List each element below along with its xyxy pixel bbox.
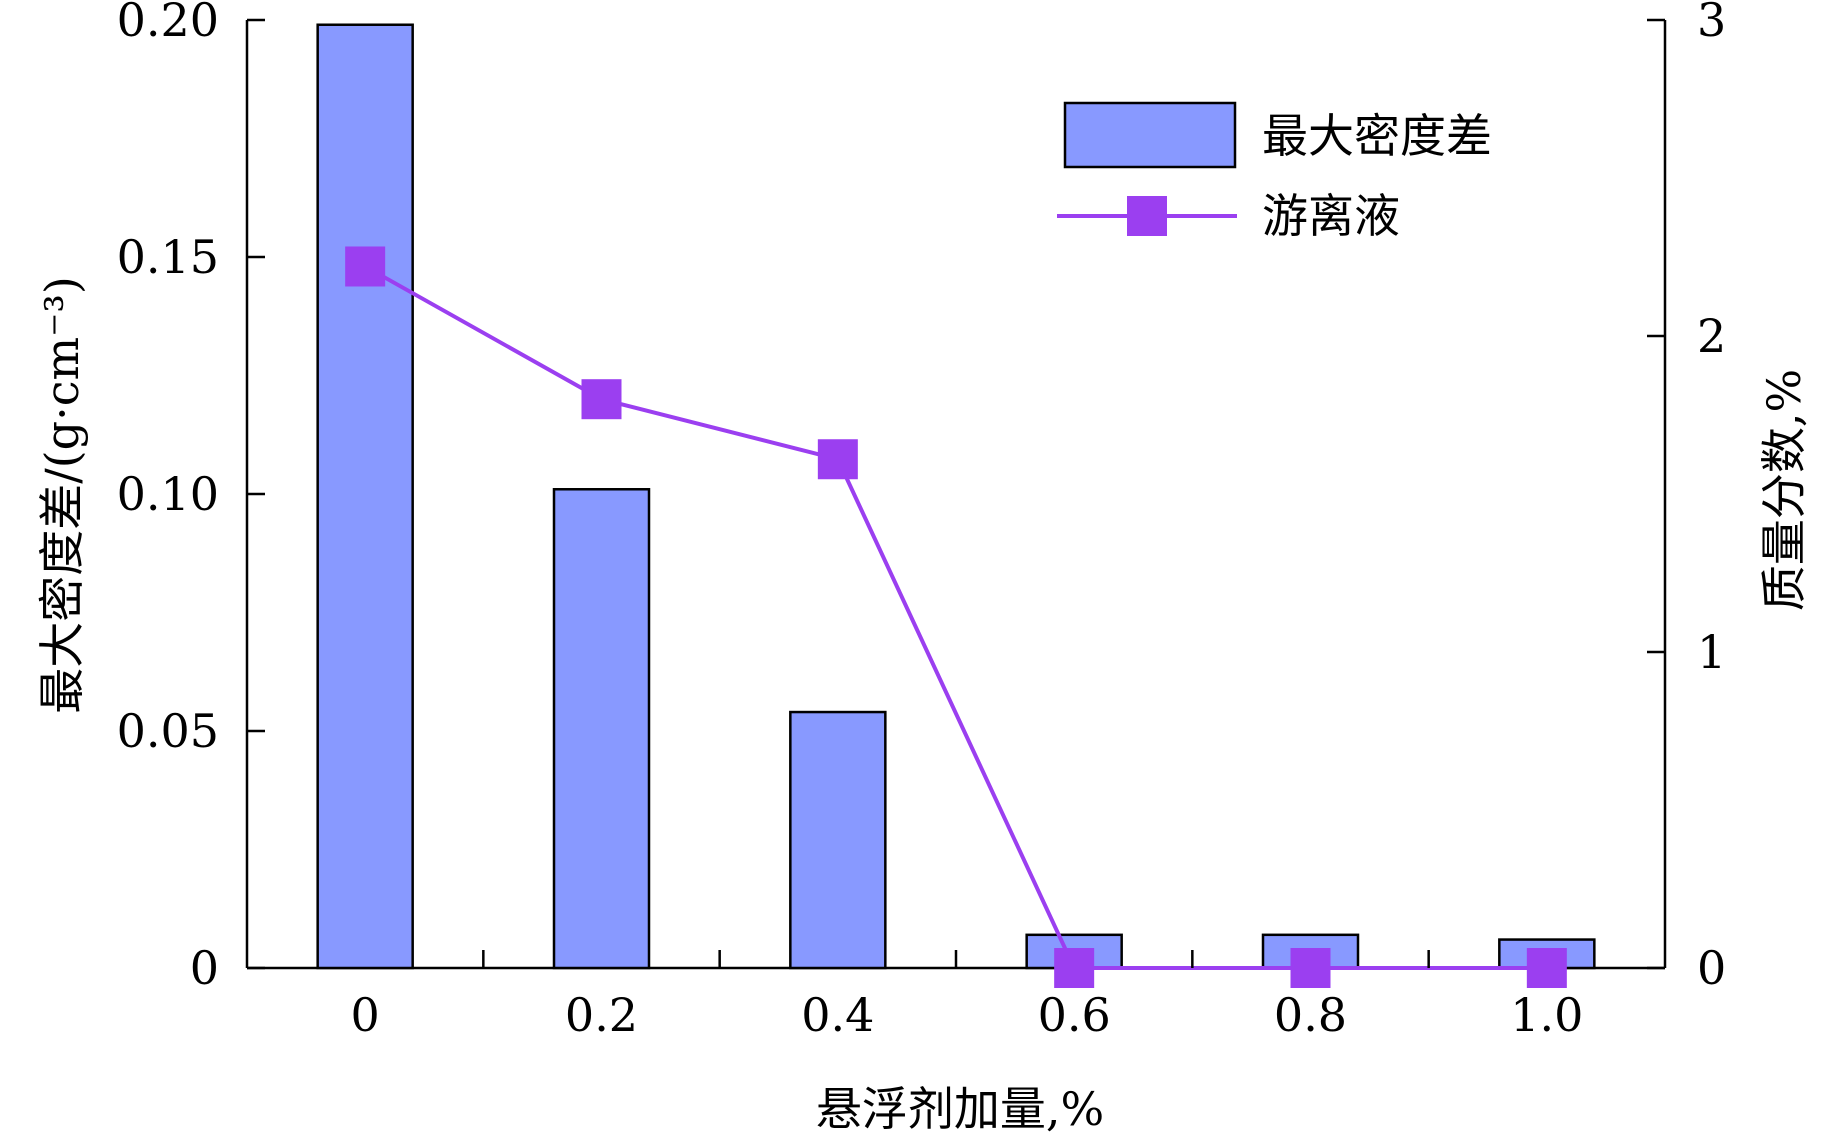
x-tick-label: 0.8 (1274, 988, 1347, 1042)
line-series (345, 246, 1567, 988)
legend-label-bar: 最大密度差 (1262, 109, 1492, 163)
x-axis-title: 悬浮剂加量,% (816, 1082, 1104, 1136)
data-point (1526, 948, 1567, 988)
y2-tick-label: 0 (1697, 941, 1726, 995)
bar (316, 23, 414, 970)
y2-tick-label: 2 (1697, 309, 1726, 363)
bar (789, 710, 887, 970)
axis-ticks: 0 0.05 0.10 0.15 0.20 0 1 2 3 0 0.2 0.4 0.6 0.8 1.0 (117, 0, 1727, 1042)
x-tick-label: 0.4 (801, 988, 874, 1042)
y-tick-label: 0.10 (117, 467, 219, 521)
y-tick-label: 0.05 (117, 704, 219, 758)
legend-swatch-bar (1063, 101, 1237, 169)
data-point (1290, 948, 1331, 988)
legend-marker (1127, 196, 1167, 236)
bar-series (316, 23, 1596, 970)
bar (552, 488, 651, 970)
y-axis-title: 最大密度差/(g·cm⁻³) (35, 276, 89, 714)
x-tick-label: 0.2 (565, 988, 638, 1042)
series-line (364, 264, 1547, 970)
legend-label-line: 游离液 (1262, 189, 1400, 243)
legend: 最大密度差 游离液 (1057, 101, 1492, 243)
y-tick-label: 0.20 (117, 0, 219, 47)
x-tick-label: 0 (351, 988, 380, 1042)
x-tick-label: 0.6 (1038, 988, 1111, 1042)
data-point (817, 439, 858, 480)
data-point (1054, 948, 1095, 988)
y2-axis-title: 质量分数,% (1757, 369, 1811, 611)
x-tick-label: 1.0 (1510, 988, 1583, 1042)
y2-tick-label: 3 (1697, 0, 1726, 47)
y2-tick-label: 1 (1697, 625, 1726, 679)
y-tick-label: 0.15 (117, 230, 219, 284)
data-point (581, 379, 622, 420)
y-tick-label: 0 (190, 941, 219, 995)
data-point (345, 246, 386, 287)
